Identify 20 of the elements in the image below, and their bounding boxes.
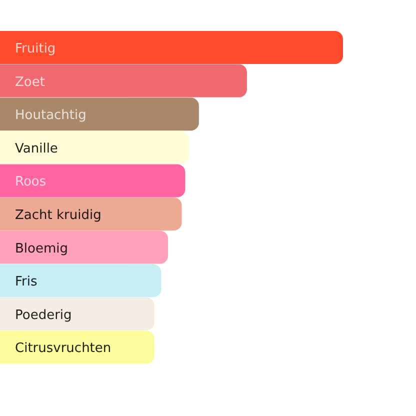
y-tick-label: Vanille xyxy=(15,141,58,156)
bar xyxy=(0,130,189,164)
y-tick-label: Bloemig xyxy=(15,241,68,256)
bar xyxy=(0,297,154,330)
bar xyxy=(0,230,168,264)
bar xyxy=(0,164,186,198)
bar xyxy=(0,64,247,98)
y-tick-label: Houtachtig xyxy=(15,108,86,124)
y-tick-label: Roos xyxy=(15,174,46,190)
bar xyxy=(0,98,199,131)
y-tick-label: Zacht kruidig xyxy=(15,208,102,223)
y-tick-label: Poederig xyxy=(15,308,72,323)
bar xyxy=(0,330,154,364)
y-tick-label: Fris xyxy=(15,274,38,290)
bar xyxy=(0,31,343,64)
bar xyxy=(0,264,162,298)
y-tick-label: Fruitig xyxy=(15,42,56,56)
bar xyxy=(0,198,182,230)
y-tick-label: Zoet xyxy=(15,74,45,90)
y-tick-label: Citrusvruchten xyxy=(15,341,112,356)
